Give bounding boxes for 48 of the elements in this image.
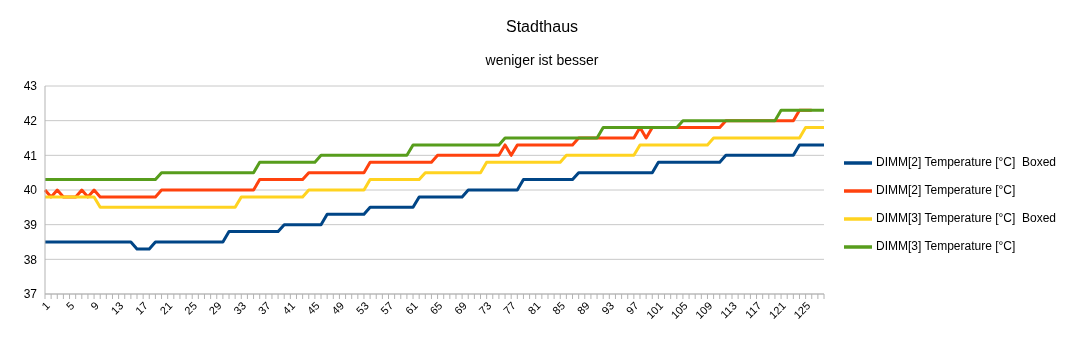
- x-tick-label: 45: [304, 299, 322, 317]
- x-tick-label: 41: [280, 299, 298, 317]
- legend-label: DIMM[3] Temperature [°C]: [876, 239, 1016, 254]
- x-tick-label: 105: [668, 299, 690, 321]
- x-tick-label: 113: [718, 299, 739, 321]
- y-tick-label: 41: [23, 148, 38, 163]
- legend-label: DIMM[2] Temperature [°C]: [876, 183, 1016, 198]
- y-tick-label: 37: [23, 287, 38, 302]
- chart-subtitle: weniger ist besser: [484, 52, 600, 68]
- x-tick-label: 125: [791, 299, 813, 321]
- x-tick-label: 25: [182, 299, 200, 317]
- y-tick-label: 43: [23, 79, 38, 94]
- x-tick-label: 101: [643, 299, 666, 321]
- line-series: [43, 126, 826, 209]
- x-tick-label: 37: [255, 299, 273, 317]
- x-tick-label: 29: [206, 299, 224, 317]
- x-tick-label: 77: [500, 299, 519, 317]
- line-series: [43, 108, 826, 182]
- y-tick-label: 42: [23, 113, 38, 128]
- line-series: [43, 143, 826, 251]
- x-tick-label: 97: [623, 299, 641, 317]
- x-tick-label: 13: [108, 299, 126, 317]
- x-tick-label: 73: [476, 299, 494, 317]
- legend-label: DIMM[3] Temperature [°C] Boxed: [876, 211, 1056, 226]
- x-tick-label: 117: [742, 299, 764, 321]
- chart-title: Stadthaus: [504, 18, 580, 36]
- legend-label: DIMM[2] Temperature [°C] Boxed: [876, 155, 1056, 170]
- x-tick-label: 57: [378, 299, 396, 317]
- x-tick-label: 65: [427, 299, 445, 317]
- x-tick-label: 81: [525, 299, 543, 317]
- x-tick-label: 53: [353, 299, 371, 317]
- x-tick-label: 121: [766, 299, 789, 321]
- y-tick-label: 40: [23, 183, 38, 198]
- y-tick-label: 38: [23, 252, 38, 267]
- x-tick-label: 69: [451, 299, 470, 317]
- x-tick-label: 61: [402, 299, 420, 317]
- y-tick-label: 39: [23, 217, 38, 232]
- x-tick-label: 33: [231, 299, 249, 317]
- x-tick-label: 109: [692, 299, 715, 321]
- x-tick-label: 49: [329, 299, 347, 317]
- x-tick-label: 21: [157, 299, 175, 317]
- x-tick-label: 85: [550, 299, 568, 317]
- x-tick-label: 9: [88, 299, 102, 313]
- x-tick-label: 93: [599, 299, 617, 317]
- x-tick-label: 1: [39, 299, 52, 313]
- x-tick-label: 5: [63, 299, 77, 313]
- x-tick-label: 89: [574, 299, 592, 317]
- x-tick-label: 17: [132, 299, 151, 317]
